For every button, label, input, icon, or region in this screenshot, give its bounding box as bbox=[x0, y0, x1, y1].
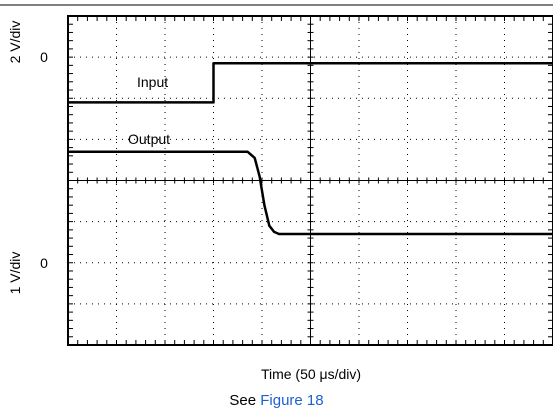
series-layer bbox=[68, 62, 553, 236]
x-axis-label: Time (50 μs/div) bbox=[261, 366, 361, 382]
plot-frame bbox=[67, 15, 553, 346]
series-line-output bbox=[68, 150, 553, 236]
caption-see-text: See bbox=[229, 392, 261, 409]
x-axis-label-prefix: Time (50 bbox=[261, 366, 320, 382]
center-ticks bbox=[67, 15, 553, 346]
upper-scale-label: 2 V/div bbox=[7, 21, 23, 64]
lower-scale-label: 1 V/div bbox=[7, 252, 23, 295]
series-label-output: Output bbox=[128, 131, 170, 147]
series-line-input bbox=[68, 62, 553, 104]
upper-zero-label: 0 bbox=[40, 49, 48, 65]
series-label-input: Input bbox=[137, 74, 168, 90]
figure-link[interactable]: Figure 18 bbox=[260, 392, 324, 409]
x-axis-label-unit: μs/div) bbox=[320, 366, 362, 382]
figure-caption: See Figure 18 bbox=[0, 392, 553, 409]
lower-zero-label: 0 bbox=[40, 255, 48, 271]
